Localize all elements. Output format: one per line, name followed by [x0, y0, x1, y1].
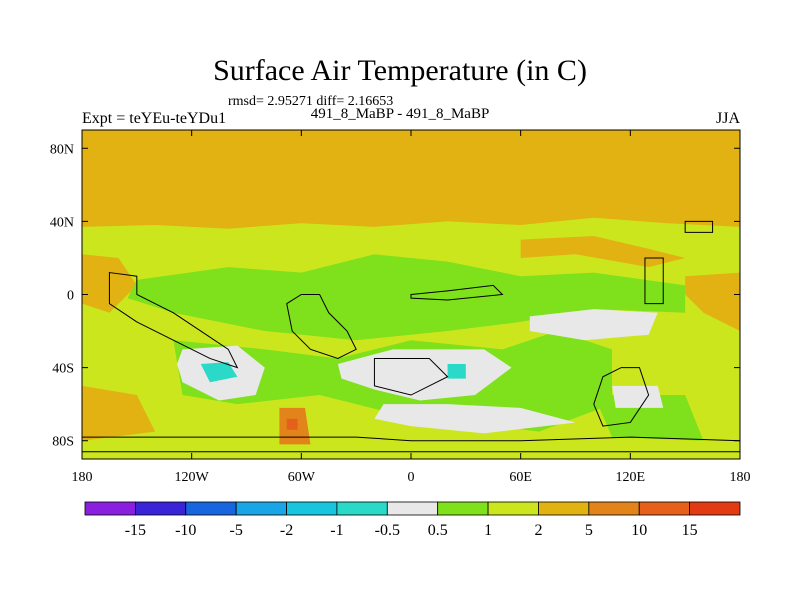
- colorbar-label: 1: [484, 522, 492, 539]
- colorbar-swatch: [588, 501, 640, 516]
- season-label: JJA: [715, 110, 740, 127]
- land-western-coast: [108, 271, 239, 369]
- land-south-america: [286, 294, 357, 360]
- colorbar-label: -15: [125, 522, 146, 539]
- colorbar-label: -1: [330, 522, 343, 539]
- land-east-asia-strip: [644, 257, 664, 305]
- colorbar-swatch: [689, 501, 741, 516]
- colorbar-swatch: [638, 501, 691, 516]
- colorbar-swatch: [286, 501, 338, 516]
- field-andes-hot: [286, 418, 298, 430]
- colorbar-swatch: [185, 501, 237, 516]
- colorbar-swatch: [487, 501, 539, 516]
- chart-title: Surface Air Temperature (in C): [213, 54, 587, 87]
- stats-line: rmsd= 2.95271 diff= 2.16653: [228, 94, 394, 109]
- colorbar-label: 0.5: [428, 522, 448, 539]
- colorbar-swatch: [235, 501, 287, 516]
- field-near-zero-indian: [529, 309, 658, 341]
- colorbar-label: -2: [280, 522, 293, 539]
- colorbar-swatch: [386, 501, 439, 516]
- colorbar-label: 10: [631, 522, 647, 539]
- colorbar-swatch: [538, 501, 590, 516]
- land-australia: [593, 367, 650, 427]
- x-tick-label: 60W: [288, 470, 316, 485]
- colorbar-label: -0.5: [375, 522, 400, 539]
- field-asia-warm: [520, 236, 686, 268]
- field-green-tropics: [127, 254, 686, 341]
- x-tick-label: 120W: [175, 470, 210, 485]
- comparison-label: 491_8_MaBP - 491_8_MaBP: [310, 106, 490, 122]
- x-tick-label: 180: [730, 470, 751, 485]
- colorbar-swatch: [84, 501, 136, 516]
- x-tick-label: 0: [408, 470, 415, 485]
- colorbar-swatch: [336, 501, 388, 516]
- field-near-zero-south-band: [374, 404, 576, 434]
- land-africa-south: [373, 357, 449, 396]
- colorbar-swatch: [437, 501, 489, 516]
- x-tick-label: 120E: [616, 470, 646, 485]
- colorbar-label: -5: [229, 522, 242, 539]
- y-tick-label: 40S: [52, 362, 74, 377]
- field-cold-patch-sa: [200, 362, 238, 383]
- colorbar-label: 15: [682, 522, 698, 539]
- field-north-warm: [82, 130, 740, 229]
- field-south-pacific-warm: [82, 385, 156, 441]
- y-tick-label: 80N: [50, 142, 74, 157]
- x-tick-label: 60E: [509, 470, 532, 485]
- x-tick-label: 180: [72, 470, 93, 485]
- land-north-pacific-island: [684, 220, 714, 233]
- y-tick-label: 80S: [52, 435, 74, 450]
- land-africa-north: [410, 284, 504, 301]
- land-antarctica: [81, 436, 741, 453]
- colorbar-swatch: [134, 501, 187, 516]
- colorbar-label: -10: [175, 522, 196, 539]
- colorbar-label: 2: [534, 522, 542, 539]
- field-west-pacific-warm: [685, 272, 740, 332]
- field-cold-patch-atl: [447, 363, 466, 379]
- field-near-zero-australia: [612, 385, 664, 408]
- colorbar-label: 5: [585, 522, 593, 539]
- y-tick-label: 0: [67, 289, 74, 304]
- experiment-label: Expt = teYEu-teYDu1: [82, 110, 227, 127]
- y-tick-label: 40N: [50, 215, 74, 230]
